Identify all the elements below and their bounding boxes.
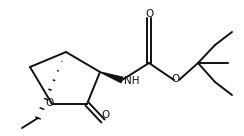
Polygon shape [100,72,123,83]
Text: NH: NH [124,76,140,86]
Text: O: O [171,74,179,84]
Text: O: O [101,110,109,120]
Text: O: O [46,98,54,108]
Text: O: O [146,9,154,19]
